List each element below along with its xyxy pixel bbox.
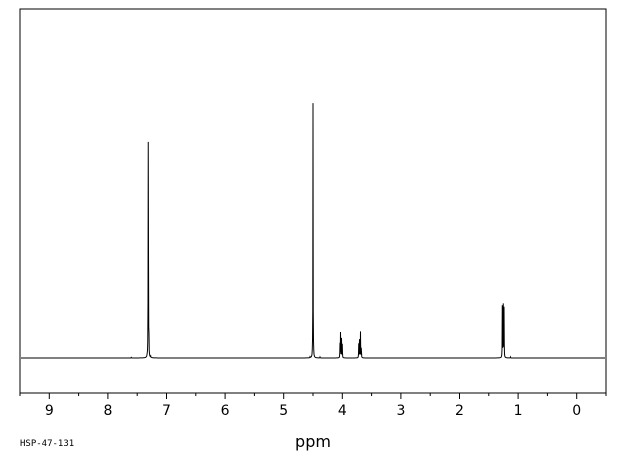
x-tick-label: 1 bbox=[514, 403, 523, 419]
x-axis-title: ppm bbox=[295, 432, 331, 451]
x-tick-label: 2 bbox=[455, 403, 464, 419]
spectrum-trace bbox=[21, 103, 605, 359]
x-tick-label: 9 bbox=[45, 403, 54, 419]
x-tick-label: 0 bbox=[572, 403, 581, 419]
spectrum-id-label: HSP-47-131 bbox=[20, 439, 74, 449]
x-tick-label: 8 bbox=[103, 403, 112, 419]
x-tick-label: 5 bbox=[279, 403, 288, 419]
x-tick-label: 4 bbox=[338, 403, 347, 419]
x-axis-ticks bbox=[19, 393, 607, 399]
x-axis-tick-labels: 9 8 7 6 5 4 3 2 1 0 bbox=[45, 403, 581, 419]
x-tick-label: 7 bbox=[162, 403, 171, 419]
x-tick-label: 3 bbox=[396, 403, 405, 419]
x-tick-label: 6 bbox=[221, 403, 230, 419]
